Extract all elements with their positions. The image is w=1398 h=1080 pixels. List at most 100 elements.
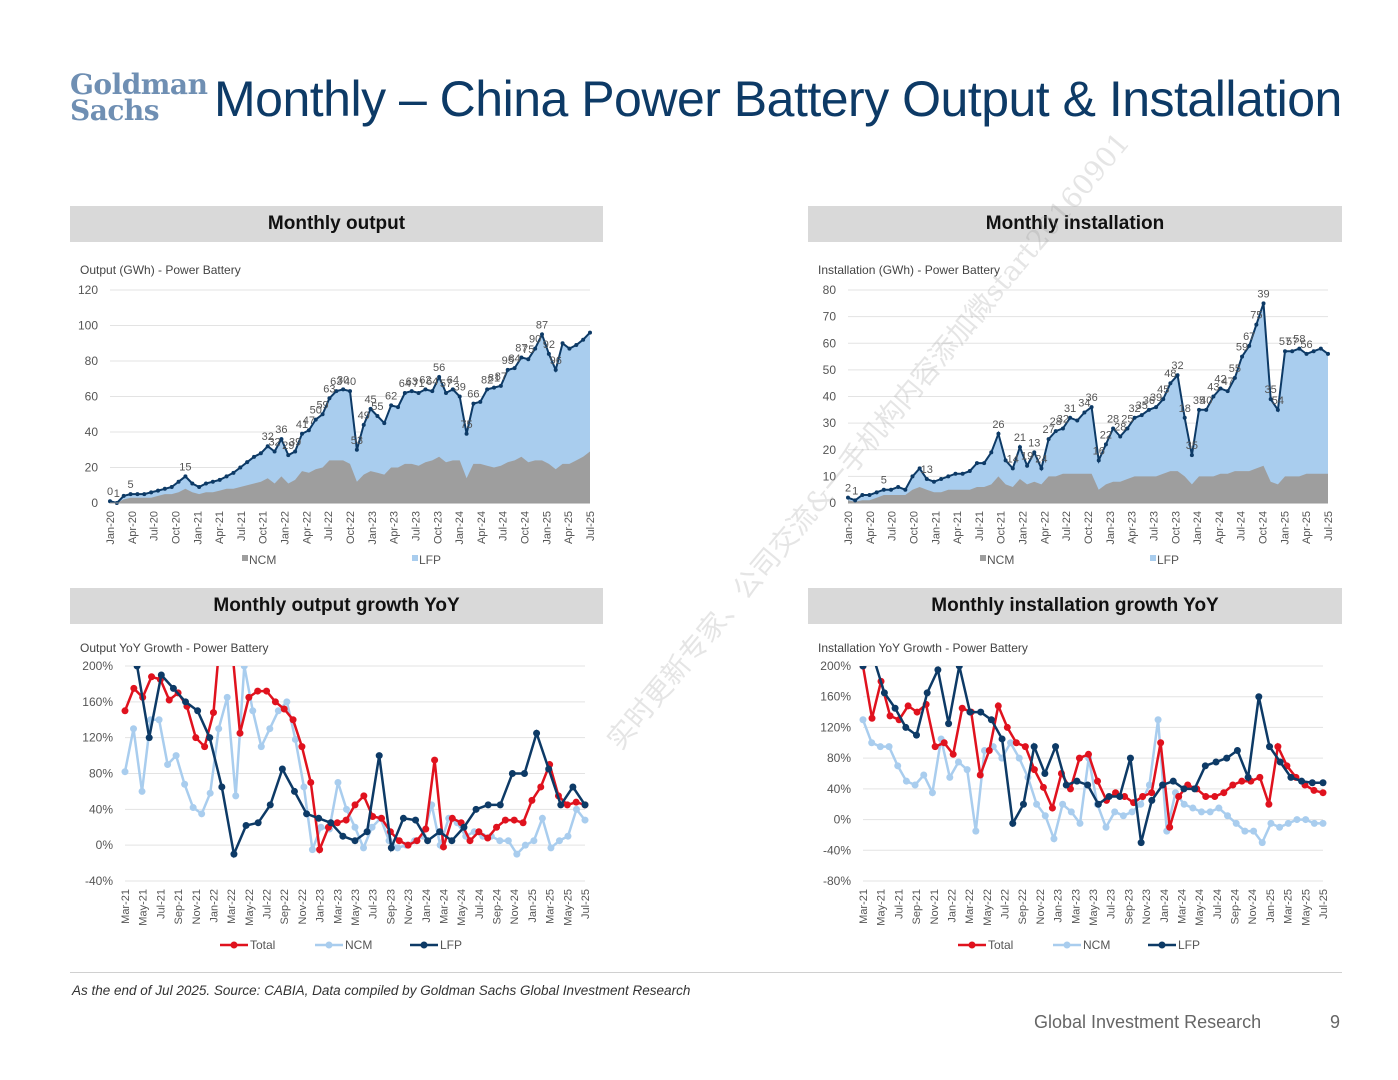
series-point-lfp xyxy=(315,814,323,822)
total-point xyxy=(860,493,865,498)
footer-label: Global Investment Research xyxy=(1034,1012,1262,1032)
y-tick-label: 80% xyxy=(827,751,851,765)
series-point-lfp xyxy=(880,689,888,697)
series-point-total xyxy=(484,834,492,842)
series-point-lfp xyxy=(912,731,920,739)
total-point xyxy=(1290,349,1295,354)
total-point xyxy=(375,414,380,419)
series-point-total xyxy=(201,743,209,751)
series-point-ncm xyxy=(189,804,197,812)
total-point xyxy=(389,403,394,408)
series-point-ncm xyxy=(1293,816,1301,824)
x-tick-label: Jan-25 xyxy=(527,889,539,923)
series-point-ncm xyxy=(538,814,546,822)
data-label: 16 xyxy=(1093,445,1105,457)
data-label: 39 xyxy=(1257,288,1269,300)
total-point xyxy=(888,487,893,492)
series-point-lfp xyxy=(460,823,468,831)
legend-marker-ncm xyxy=(325,941,333,949)
x-tick-label: Mar-23 xyxy=(1070,889,1082,924)
x-tick-label: Nov-24 xyxy=(1247,889,1259,924)
page-number: 9 xyxy=(1330,1012,1341,1032)
series-point-lfp xyxy=(1169,777,1177,785)
data-label: 62 xyxy=(385,390,397,402)
series-point-total xyxy=(904,702,912,710)
series-point-total xyxy=(165,696,173,704)
y-tick-label: 40 xyxy=(85,425,99,439)
x-tick-label: Nov-21 xyxy=(929,889,941,924)
series-point-lfp xyxy=(496,801,504,809)
series-point-ncm xyxy=(266,725,274,733)
series-point-lfp xyxy=(966,708,974,716)
series-point-total xyxy=(351,801,359,809)
data-label: 75 xyxy=(522,344,534,356)
series-point-lfp xyxy=(945,720,953,728)
series-point-total xyxy=(1274,743,1282,751)
x-tick-label: Jul-25 xyxy=(1323,511,1335,541)
x-tick-label: Jul-22 xyxy=(262,889,274,919)
series-line-total xyxy=(861,666,1324,828)
total-point xyxy=(190,481,195,486)
y-tick-label: 80% xyxy=(89,767,113,781)
total-point xyxy=(416,390,421,395)
series-point-total xyxy=(1084,750,1092,758)
total-point xyxy=(368,406,373,411)
series-point-lfp xyxy=(266,801,274,809)
series-point-lfp xyxy=(1298,777,1306,785)
series-point-ncm xyxy=(1302,816,1310,824)
goldman-sachs-logo: Goldman Sachs xyxy=(70,71,208,125)
total-point xyxy=(1146,407,1151,412)
x-tick-label: Oct-22 xyxy=(1083,511,1095,544)
total-point xyxy=(946,474,951,479)
x-tick-label: Mar-21 xyxy=(858,889,870,924)
x-tick-label: May-23 xyxy=(350,889,362,926)
series-point-total xyxy=(1256,773,1264,781)
x-tick-label: Jul-21 xyxy=(236,511,248,541)
legend-lfp-swatch xyxy=(1150,555,1156,561)
series-point-total xyxy=(439,843,447,851)
x-tick-label: Mar-22 xyxy=(964,889,976,924)
data-label: 28 xyxy=(1107,413,1119,425)
total-point xyxy=(953,471,958,476)
series-point-ncm xyxy=(368,823,376,831)
data-label: 31 xyxy=(1064,403,1076,415)
series-point-total xyxy=(289,716,297,724)
series-point-ncm xyxy=(1241,827,1249,835)
x-tick-label: Jan-23 xyxy=(315,889,327,923)
series-point-ncm xyxy=(1154,716,1162,724)
x-tick-label: May-24 xyxy=(1194,889,1206,926)
legend-label-total: Total xyxy=(250,938,275,952)
series-point-lfp xyxy=(870,655,877,662)
series-point-ncm xyxy=(342,805,350,813)
x-tick-label: Mar-21 xyxy=(120,889,132,924)
series-point-ncm xyxy=(360,844,368,852)
series-point-ncm xyxy=(232,792,240,800)
data-label: 95 xyxy=(502,355,514,367)
data-label: 0 xyxy=(107,486,113,498)
series-point-total xyxy=(976,771,984,779)
series-point-lfp xyxy=(1126,754,1134,762)
total-point xyxy=(217,477,222,482)
y-tick-label: 160% xyxy=(820,690,851,704)
series-point-total xyxy=(1012,739,1020,747)
data-label: 29 xyxy=(282,440,294,452)
total-point xyxy=(853,498,858,503)
chart-title: Installation (GWh) - Power Battery xyxy=(818,263,1000,277)
x-tick-label: Jan-25 xyxy=(1265,889,1277,923)
series-point-lfp xyxy=(1223,754,1231,762)
total-point xyxy=(135,492,140,497)
total-point xyxy=(450,387,455,392)
total-point xyxy=(1046,437,1051,442)
data-label: 36 xyxy=(1143,395,1155,407)
series-point-ncm xyxy=(206,789,214,797)
series-point-ncm xyxy=(868,739,876,747)
x-tick-label: Nov-21 xyxy=(191,889,203,924)
legend-ncm-swatch xyxy=(980,555,986,561)
x-tick-label: Apr-21 xyxy=(214,511,226,544)
chart-monthly-installation: Installation (GWh) - Power Battery 0 10 20 3… xyxy=(808,258,1341,570)
series-point-total xyxy=(263,687,271,695)
data-label: 90 xyxy=(529,334,541,346)
data-label: 71 xyxy=(412,378,424,390)
series-point-ncm xyxy=(564,832,572,840)
data-label: 39 xyxy=(1150,392,1162,404)
